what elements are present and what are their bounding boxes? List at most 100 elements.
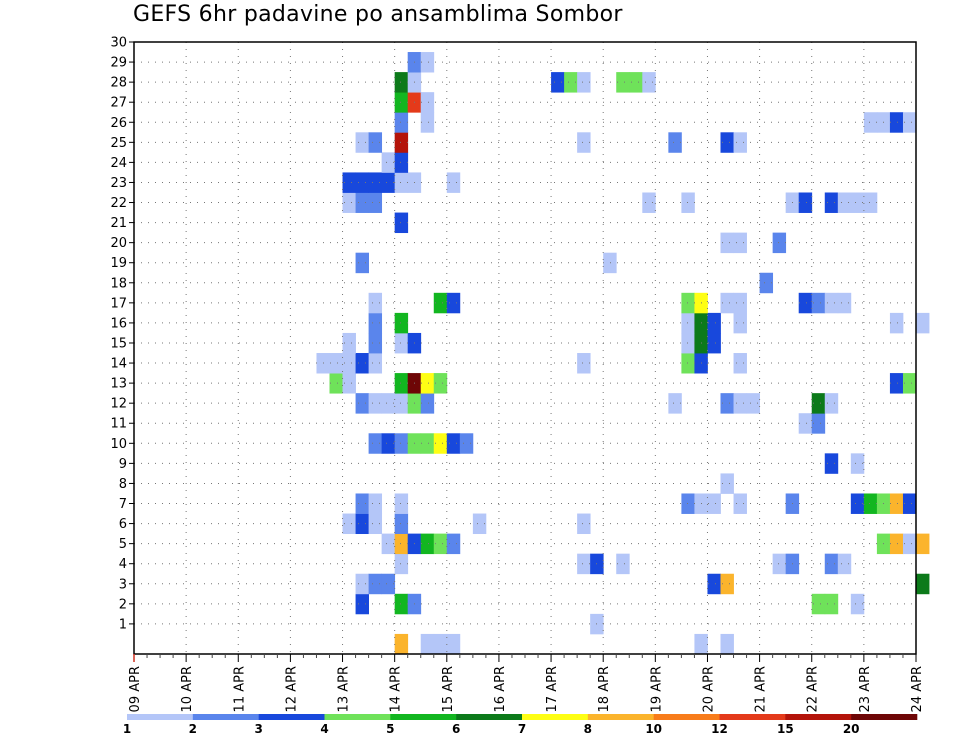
heatmap-cell: [902, 373, 917, 394]
heatmap-cell: [368, 493, 383, 514]
heatmap-cell: [355, 192, 369, 213]
heatmap-cell: [368, 393, 383, 414]
y-tick-label: 11: [110, 417, 127, 432]
y-tick-label: 3: [119, 577, 127, 592]
legend-label: 4: [320, 722, 328, 736]
heatmap-cell: [837, 553, 852, 575]
heatmap-cell: [707, 493, 721, 514]
heatmap-cell: [629, 72, 643, 93]
x-tick-label: 20 APR: [701, 666, 716, 712]
heatmap-cell: [342, 353, 356, 374]
heatmap-cell: [902, 493, 917, 514]
y-tick-label: 12: [110, 397, 127, 412]
x-axis: 09 APR 10 APR 11 APR 12 APR 13 APR 14 APR 15 A…: [128, 654, 925, 712]
legend-label: 8: [584, 722, 592, 736]
heatmap-cell: [381, 152, 396, 173]
heatmap-cell: [850, 453, 865, 474]
heatmap-cell: [681, 493, 695, 514]
legend-swatch: [456, 714, 523, 720]
heatmap-cell: [394, 112, 409, 133]
x-tick-label: 10 APR: [180, 666, 195, 712]
x-tick-label: 11 APR: [232, 666, 247, 712]
legend-label: 12: [711, 722, 728, 736]
heatmap-cell: [472, 513, 487, 535]
y-tick-label: 7: [119, 497, 127, 512]
heatmap-cell: [681, 192, 695, 213]
heatmap-cell: [798, 413, 813, 434]
heatmap-cell: [420, 373, 435, 394]
heatmap-cell: [733, 292, 747, 314]
heatmap-cell: [616, 72, 630, 93]
y-tick-label: 28: [110, 76, 127, 91]
y-tick-label: 1: [119, 617, 127, 632]
heatmap-cell: [368, 332, 383, 354]
x-tick-label: 12 APR: [284, 666, 299, 712]
heatmap-cell: [733, 232, 747, 254]
legend-swatch: [785, 714, 852, 720]
y-tick-label: 4: [119, 557, 127, 572]
legend-label: 7: [518, 722, 526, 736]
heatmap-cell: [394, 132, 409, 153]
heatmap-cell: [746, 393, 760, 414]
heatmap-cell: [368, 172, 383, 193]
heatmap-cells: [316, 52, 930, 655]
heatmap-cell: [824, 192, 839, 213]
x-tick-label: 09 APR: [128, 666, 143, 712]
chart-title: GEFS 6hr padavine po ansamblima Sombor: [133, 2, 623, 27]
heatmap-cell: [772, 553, 787, 575]
x-tick-label: 15 APR: [441, 666, 456, 712]
heatmap-cell: [446, 633, 461, 655]
heatmap-cell: [329, 353, 343, 374]
heatmap-cell: [811, 413, 826, 434]
heatmap-cell: [577, 353, 591, 374]
legend-swatch: [258, 714, 325, 720]
heatmap-cell: [902, 112, 917, 133]
x-tick-label: 21 APR: [754, 666, 769, 712]
heatmap-cell: [707, 332, 721, 354]
heatmap-cell: [811, 593, 826, 615]
legend-swatch: [522, 714, 589, 720]
x-tick-label: 14 APR: [389, 666, 404, 712]
heatmap-cell: [681, 353, 695, 374]
heatmap-cell: [342, 172, 356, 193]
y-tick-label: 13: [110, 377, 127, 392]
x-tick-label: 24 APR: [910, 666, 925, 712]
y-tick-label: 30: [110, 36, 127, 51]
heatmap-cell: [772, 232, 787, 254]
y-axis: 1234567891011121314151617181920212223242…: [110, 36, 134, 632]
x-tick-label: 17 APR: [545, 666, 560, 712]
heatmap-cell: [577, 132, 591, 153]
heatmap-cell: [798, 192, 813, 213]
heatmap-cell: [577, 513, 591, 535]
y-tick-label: 19: [110, 256, 127, 271]
y-tick-label: 8: [119, 477, 127, 492]
heatmap-cell: [707, 312, 721, 334]
y-tick-label: 25: [110, 136, 127, 151]
heatmap-cell: [824, 393, 839, 414]
legend-label: 15: [777, 722, 794, 736]
legend-label: 5: [386, 722, 394, 736]
heatmap-cell: [446, 292, 461, 314]
legend-swatch: [587, 714, 654, 720]
y-tick-label: 18: [110, 276, 127, 291]
heatmap-cell: [824, 453, 839, 474]
heatmap-cell: [381, 393, 396, 414]
legend-swatch: [390, 714, 457, 720]
heatmap-cell: [355, 573, 369, 595]
legend-swatch: [719, 714, 786, 720]
heatmap-cell: [551, 72, 565, 93]
heatmap-cell: [368, 353, 383, 374]
y-tick-label: 26: [110, 116, 127, 131]
legend-label: 3: [254, 722, 262, 736]
heatmap-cell: [368, 192, 383, 213]
heatmap-cell: [811, 393, 826, 414]
heatmap-cell: [420, 433, 435, 454]
heatmap-cell: [694, 633, 708, 655]
heatmap-cell: [733, 132, 747, 153]
heatmap-cell: [720, 573, 734, 595]
heatmap-cell: [889, 312, 904, 334]
x-tick-label: 23 APR: [858, 666, 873, 712]
heatmap-cell: [616, 553, 630, 575]
heatmap-cell: [355, 132, 369, 153]
